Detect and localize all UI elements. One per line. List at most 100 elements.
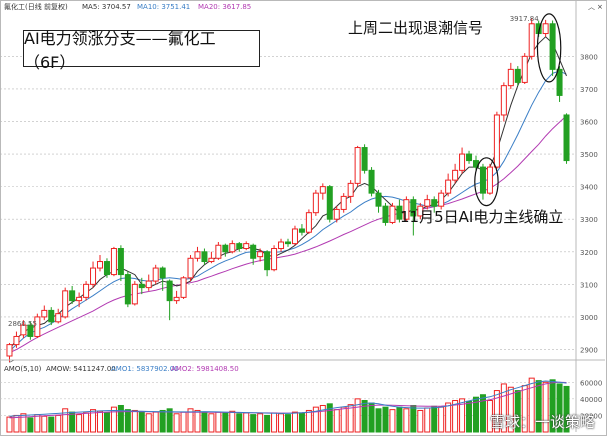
volume-bar [96,410,104,433]
low-price-label: 2860.55 [8,320,37,328]
candle [354,145,361,187]
chevron-up-icon[interactable]: ︿ [588,3,595,11]
candle [382,202,389,226]
candle [152,264,159,285]
candle [361,144,368,174]
vol-header-amow: AMOW: 5411247.00 [46,365,116,373]
candle-body [312,192,319,214]
candle [257,248,264,262]
candle [340,193,347,213]
candle [514,66,521,86]
annotation-ai-power: 11月5日AI电力主线确立 [400,208,563,226]
volume-bar [424,407,431,433]
candle [507,62,514,89]
volume-bar [20,413,27,433]
candle [201,248,208,265]
volume-bar [403,408,410,433]
candle-body [368,169,375,194]
candle [215,242,222,260]
price-grid [0,0,577,432]
header-ma5: MA5: 3704.57 [82,3,131,11]
candle-body [48,309,55,323]
candle-body [194,251,201,259]
volume-bar [556,383,563,433]
volume-bar [159,409,166,433]
volume-bar [563,385,570,433]
candle [13,331,20,348]
candle [173,290,180,304]
candle-body [361,147,368,171]
close-icon[interactable]: × [597,3,603,11]
candle [243,241,250,251]
candle [459,147,466,174]
candle [90,261,97,288]
header-arrow-icons[interactable]: ︿ × [588,3,603,11]
candle-body [215,244,222,259]
candle-body [347,182,354,197]
volume-bar [291,411,298,433]
candle-body [403,199,410,220]
vol-header-amo1: AMO1: 5837902.00 [111,365,179,373]
candle [493,111,500,169]
volume-bar [507,386,514,433]
candle [110,246,117,277]
candle [445,173,452,197]
volume-tick-label: 60000 [580,379,602,387]
volume-bar [417,409,424,433]
candle [229,240,236,254]
volume-bar [173,413,180,433]
candle-body [396,205,403,220]
candle [333,206,340,223]
candle-body [222,244,229,253]
volume-bar [215,411,222,433]
volume-ticks: 60000 40000 20000 [580,379,602,420]
volume-bar [340,406,347,433]
candle-body [138,283,145,289]
candle [319,183,326,200]
candle [180,276,187,299]
candle [76,292,83,308]
volume-bar [27,417,34,433]
candle [250,243,257,265]
volume-bar [180,411,187,433]
volume-bar [69,411,76,433]
volume-bar [410,404,417,433]
volume-bar [354,398,361,433]
candle [347,180,354,203]
y-tick-label: 3400 [580,184,598,192]
candle [528,17,535,60]
volume-bar [514,390,521,433]
volume-bar [194,409,201,433]
candle-body [389,205,396,223]
volume-bar [305,409,312,433]
candle [69,285,76,304]
volume-bar [138,411,145,433]
candle-body [243,243,250,250]
volume-bar [187,408,194,433]
y-tick-label: 3100 [580,281,598,289]
candle-body [291,228,298,245]
high-price-label: 3917.84 [510,15,539,23]
candle-body [298,228,305,233]
vol-header-amo: AMO(5,10) [4,365,42,373]
volume-bar [396,406,403,433]
header-ma20: MA20: 3617.85 [198,3,251,11]
candle [486,163,493,195]
candle [556,66,563,102]
candle-body [124,274,131,305]
volume-bar [48,416,55,433]
candle-body [459,153,466,171]
candle-body [229,243,236,253]
candle [48,307,55,326]
volume-bar [382,406,389,433]
candle-body [493,114,500,168]
amo1-line [9,380,567,417]
header-stock: 氟化工(日线 前复权) [4,2,68,11]
highlight-circles [474,13,562,207]
volume-average-lines [9,380,567,419]
candle [479,163,486,200]
candle-body [145,280,152,289]
candle [166,279,173,321]
annotation-retreat: 上周二出现退潮信号 [348,19,483,37]
